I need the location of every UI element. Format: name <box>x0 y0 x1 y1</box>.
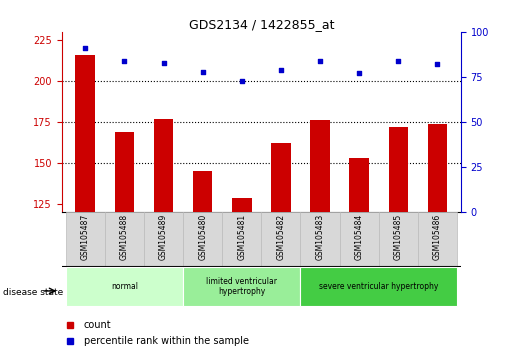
Bar <box>300 267 457 306</box>
Bar <box>115 132 134 212</box>
Bar <box>105 212 144 267</box>
Bar <box>261 212 300 267</box>
Bar <box>154 119 174 212</box>
Bar <box>183 212 222 267</box>
Bar <box>183 267 300 306</box>
Text: percentile rank within the sample: percentile rank within the sample <box>84 336 249 346</box>
Text: GSM105481: GSM105481 <box>237 214 246 260</box>
Point <box>433 62 441 67</box>
Bar <box>271 143 290 212</box>
Text: count: count <box>84 320 111 330</box>
Text: GSM105484: GSM105484 <box>355 214 364 260</box>
Text: normal: normal <box>111 282 138 291</box>
Title: GDS2134 / 1422855_at: GDS2134 / 1422855_at <box>188 18 334 31</box>
Text: limited ventricular
hypertrophy: limited ventricular hypertrophy <box>207 277 277 296</box>
Bar <box>232 198 252 212</box>
Point <box>355 70 363 76</box>
Text: severe ventricular hypertrophy: severe ventricular hypertrophy <box>319 282 438 291</box>
Text: GSM105483: GSM105483 <box>316 214 324 260</box>
Text: GSM105486: GSM105486 <box>433 214 442 260</box>
Text: GSM105487: GSM105487 <box>81 214 90 260</box>
Text: GSM105480: GSM105480 <box>198 214 207 260</box>
Bar <box>66 267 183 306</box>
Bar <box>388 127 408 212</box>
Text: disease state: disease state <box>3 287 63 297</box>
Bar <box>66 212 105 267</box>
Bar <box>300 212 339 267</box>
Point <box>199 69 207 74</box>
Point <box>238 78 246 84</box>
Point <box>160 60 168 65</box>
Point <box>277 67 285 73</box>
Bar <box>76 55 95 212</box>
Point <box>316 58 324 64</box>
Bar <box>339 212 379 267</box>
Text: GSM105482: GSM105482 <box>277 214 285 260</box>
Bar <box>310 120 330 212</box>
Bar <box>427 124 447 212</box>
Bar <box>222 212 261 267</box>
Bar <box>144 212 183 267</box>
Point <box>81 45 90 51</box>
Bar <box>418 212 457 267</box>
Bar <box>379 212 418 267</box>
Point <box>121 58 129 64</box>
Bar <box>349 158 369 212</box>
Point <box>394 58 402 64</box>
Text: GSM105488: GSM105488 <box>120 214 129 260</box>
Text: GSM105489: GSM105489 <box>159 214 168 260</box>
Bar <box>193 171 213 212</box>
Text: GSM105485: GSM105485 <box>394 214 403 260</box>
